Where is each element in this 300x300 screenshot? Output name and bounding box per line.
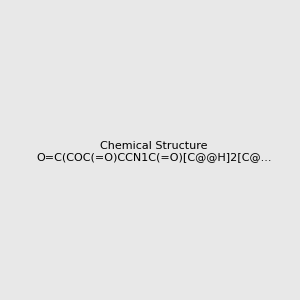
Text: Chemical Structure
O=C(COC(=O)CCN1C(=O)[C@@H]2[C@...: Chemical Structure O=C(COC(=O)CCN1C(=O)[… [36, 141, 272, 162]
